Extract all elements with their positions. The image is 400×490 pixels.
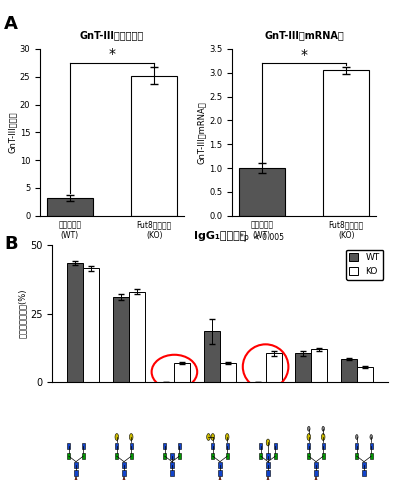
- FancyBboxPatch shape: [170, 470, 174, 476]
- Circle shape: [226, 434, 229, 441]
- FancyBboxPatch shape: [163, 443, 166, 449]
- FancyBboxPatch shape: [259, 443, 262, 449]
- FancyBboxPatch shape: [362, 470, 366, 476]
- Bar: [46, 198, 93, 216]
- FancyBboxPatch shape: [211, 443, 214, 449]
- Legend: WT, KO: WT, KO: [346, 249, 384, 279]
- FancyBboxPatch shape: [163, 453, 166, 459]
- FancyBboxPatch shape: [67, 453, 70, 459]
- FancyBboxPatch shape: [226, 453, 229, 459]
- Circle shape: [266, 439, 270, 446]
- FancyBboxPatch shape: [362, 462, 366, 468]
- Text: *: *: [108, 47, 116, 61]
- FancyBboxPatch shape: [170, 462, 174, 468]
- Text: *p  < 0.005: *p < 0.005: [240, 233, 284, 242]
- Circle shape: [321, 434, 325, 441]
- FancyBboxPatch shape: [122, 470, 126, 476]
- Bar: [220, 363, 236, 382]
- Title: GnT-IIIのmRNA量: GnT-IIIのmRNA量: [264, 30, 344, 40]
- FancyBboxPatch shape: [74, 470, 78, 476]
- FancyBboxPatch shape: [67, 443, 70, 449]
- Bar: [311, 349, 327, 382]
- FancyBboxPatch shape: [266, 470, 270, 476]
- Circle shape: [307, 434, 310, 441]
- Bar: [67, 263, 83, 382]
- FancyBboxPatch shape: [211, 453, 214, 459]
- FancyBboxPatch shape: [314, 470, 318, 476]
- Polygon shape: [122, 476, 126, 483]
- FancyBboxPatch shape: [370, 443, 373, 449]
- FancyBboxPatch shape: [170, 453, 174, 459]
- FancyBboxPatch shape: [130, 443, 133, 449]
- Bar: [238, 168, 285, 216]
- Bar: [113, 297, 129, 382]
- Bar: [129, 292, 145, 382]
- Title: IgG₁糖鎖構造: IgG₁糖鎖構造: [194, 231, 246, 242]
- Bar: [341, 359, 357, 382]
- FancyBboxPatch shape: [82, 453, 85, 459]
- Text: *: *: [300, 49, 308, 62]
- FancyBboxPatch shape: [115, 453, 118, 459]
- FancyBboxPatch shape: [274, 443, 277, 449]
- Y-axis label: 糖鎖の存在比率(%): 糖鎖の存在比率(%): [18, 289, 27, 339]
- FancyBboxPatch shape: [355, 443, 358, 449]
- FancyBboxPatch shape: [130, 453, 133, 459]
- Circle shape: [211, 434, 215, 441]
- FancyBboxPatch shape: [259, 453, 262, 459]
- FancyBboxPatch shape: [178, 443, 181, 449]
- Bar: [131, 75, 178, 216]
- FancyBboxPatch shape: [218, 462, 222, 468]
- FancyBboxPatch shape: [314, 462, 318, 468]
- FancyBboxPatch shape: [74, 462, 78, 468]
- FancyBboxPatch shape: [82, 443, 85, 449]
- FancyBboxPatch shape: [370, 453, 373, 459]
- FancyBboxPatch shape: [122, 462, 126, 468]
- FancyBboxPatch shape: [178, 453, 181, 459]
- FancyBboxPatch shape: [322, 443, 325, 449]
- FancyBboxPatch shape: [266, 453, 270, 459]
- Bar: [83, 269, 99, 382]
- Bar: [174, 363, 190, 382]
- Polygon shape: [74, 476, 78, 483]
- Title: GnT-IIIの酵素活性: GnT-IIIの酵素活性: [80, 30, 144, 40]
- FancyBboxPatch shape: [355, 453, 358, 459]
- Y-axis label: GnT-IIIのmRNA量: GnT-IIIのmRNA量: [197, 101, 206, 164]
- Bar: [323, 71, 370, 216]
- Circle shape: [356, 435, 358, 440]
- Circle shape: [322, 426, 324, 431]
- Circle shape: [129, 434, 133, 441]
- FancyBboxPatch shape: [307, 453, 310, 459]
- FancyBboxPatch shape: [218, 470, 222, 476]
- FancyBboxPatch shape: [226, 443, 229, 449]
- Bar: [266, 353, 282, 382]
- Polygon shape: [266, 476, 270, 483]
- FancyBboxPatch shape: [274, 453, 277, 459]
- FancyBboxPatch shape: [322, 453, 325, 459]
- Y-axis label: GnT-IIIの活性: GnT-IIIの活性: [8, 112, 17, 153]
- Text: A: A: [4, 15, 18, 33]
- Bar: [295, 353, 311, 382]
- Circle shape: [115, 434, 118, 441]
- FancyBboxPatch shape: [266, 462, 270, 468]
- Circle shape: [207, 434, 210, 441]
- Bar: [204, 331, 220, 382]
- FancyBboxPatch shape: [115, 443, 118, 449]
- Bar: [357, 367, 373, 382]
- Text: B: B: [4, 235, 18, 253]
- Circle shape: [308, 426, 310, 431]
- FancyBboxPatch shape: [307, 443, 310, 449]
- Circle shape: [370, 435, 372, 440]
- Polygon shape: [314, 476, 318, 483]
- Polygon shape: [218, 476, 222, 483]
